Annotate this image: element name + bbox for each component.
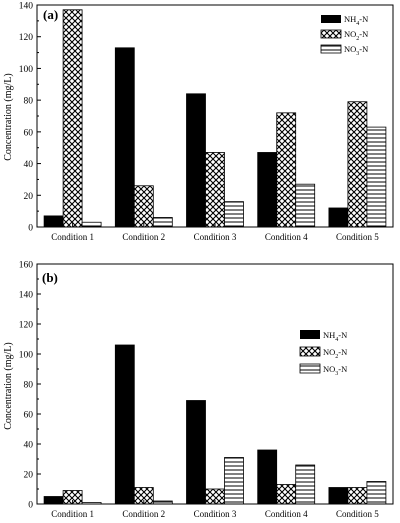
panel-a-ylabel: Concentration (mg/L) [3, 73, 14, 160]
panel-a-label: (a) [43, 7, 58, 22]
panel-b-legend: NH4-N NO2-N NO3-N [299, 330, 347, 377]
y-tick-label: 100 [19, 65, 34, 75]
y-tick-label: 60 [24, 128, 34, 138]
bar-no3-1 [81, 221, 102, 228]
bar-nh4-2 [114, 47, 135, 228]
legend-label-no2: NO2-N [344, 29, 368, 42]
panel-b-xaxis: Condition 1 Condition 2 Condition 3 Conditi… [51, 500, 379, 519]
x-tick-label: Condition 1 [51, 232, 94, 242]
bar-no3-2 [152, 217, 173, 228]
bar-nh4-1 [43, 215, 64, 228]
x-tick-label: Condition 4 [265, 509, 308, 519]
panel-b-plot-frame [36, 263, 394, 505]
legend-swatch-no3 [320, 44, 342, 54]
panel-a-bars [43, 9, 387, 228]
y-tick-label: 0 [28, 224, 33, 234]
x-tick-label: Condition 3 [194, 232, 237, 242]
panel-b-bars [43, 344, 387, 505]
x-tick-label: Condition 1 [51, 509, 94, 519]
bar-no3-3 [224, 201, 244, 228]
bar-nh4-4 [257, 152, 278, 228]
bar-no2-4 [276, 112, 297, 228]
bar-nh4-5 [328, 207, 349, 228]
legend-label-nh4: NH4-N [344, 14, 368, 27]
panel-a-xaxis: Condition 1 Condition 2 Condition 3 Conditi… [51, 223, 379, 242]
panel-a-yaxis: 0 20 40 60 80 100 120 140 [19, 2, 41, 234]
panel-b-label: (b) [42, 270, 58, 285]
y-tick-label: 40 [24, 441, 34, 451]
bar-no2-3 [205, 152, 225, 228]
bar-nh4-3 [186, 400, 206, 505]
legend-label-no3: NO3-N [344, 44, 368, 57]
bar-no3-4 [295, 464, 316, 505]
legend-swatch-nh4 [300, 330, 320, 339]
x-tick-label: Condition 3 [194, 509, 237, 519]
y-tick-label: 160 [19, 261, 34, 271]
panel-a-legend: NH4-N NO2-N NO3-N [320, 14, 368, 57]
legend-swatch-no2 [320, 29, 342, 39]
legend-swatch-no2 [299, 346, 321, 357]
y-tick-label: 80 [24, 97, 34, 107]
y-tick-label: 60 [24, 411, 34, 421]
legend-swatch-nh4 [321, 15, 341, 23]
y-tick-label: 40 [24, 160, 34, 170]
bar-nh4-5 [328, 487, 349, 505]
bar-no2-2 [133, 185, 154, 228]
bar-no2-5 [347, 101, 368, 228]
y-tick-label: 0 [28, 501, 33, 511]
y-tick-label: 20 [24, 192, 34, 202]
x-tick-label: Condition 5 [336, 232, 379, 242]
legend-label-no2: NO2-N [323, 347, 347, 360]
bar-no3-4 [295, 183, 316, 228]
bar-no3-5 [366, 126, 387, 228]
y-tick-label: 140 [19, 2, 34, 12]
y-tick-label: 120 [19, 33, 34, 43]
y-tick-label: 100 [19, 351, 34, 361]
y-tick-label: 20 [24, 471, 34, 481]
bar-no3-5 [366, 481, 387, 505]
x-tick-label: Condition 4 [265, 232, 308, 242]
y-tick-label: 140 [19, 291, 34, 301]
x-tick-label: Condition 2 [122, 232, 165, 242]
x-tick-label: Condition 2 [122, 509, 165, 519]
legend-swatch-no3 [299, 363, 321, 374]
bar-nh4-4 [257, 449, 278, 505]
y-tick-label: 80 [24, 381, 34, 391]
panel-b-yaxis: 0 20 40 60 80 100 120 140 160 [19, 261, 41, 511]
y-tick-label: 120 [19, 321, 34, 331]
x-tick-label: Condition 5 [336, 509, 379, 519]
bar-nh4-3 [186, 93, 206, 228]
bar-nh4-1 [43, 496, 64, 505]
panel-b-ylabel: Concentration (mg/L) [3, 342, 14, 429]
legend-label-no3: NO3-N [323, 364, 347, 377]
bar-no2-1 [62, 9, 83, 228]
legend-label-nh4: NH4-N [323, 330, 347, 343]
bar-no3-3 [224, 457, 244, 505]
bar-nh4-2 [114, 344, 135, 505]
